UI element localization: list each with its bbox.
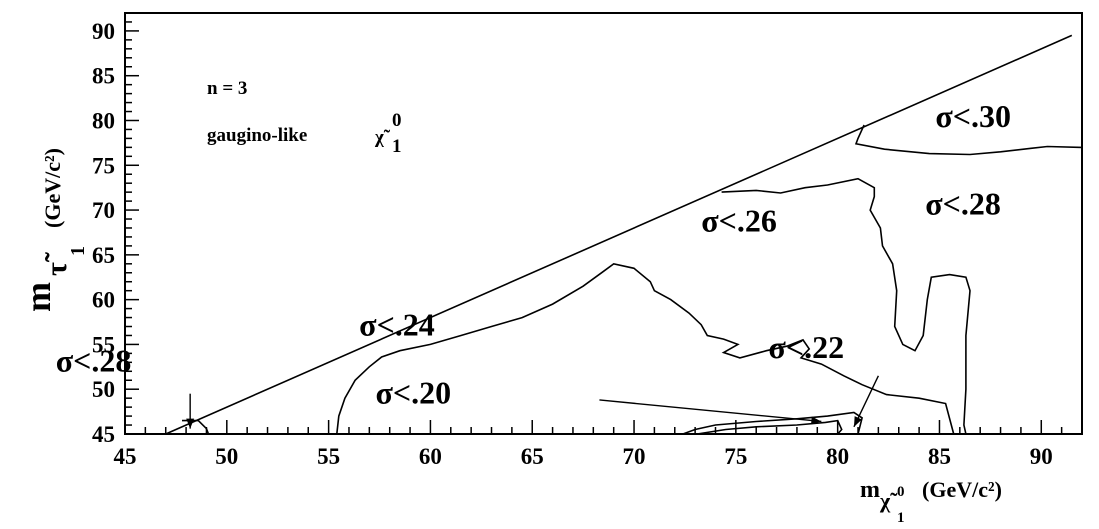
svg-text:0: 0	[897, 484, 905, 500]
x-tick-label: 50	[215, 444, 238, 469]
x-tick-label: 65	[521, 444, 544, 469]
x-tick-label: 45	[114, 444, 137, 469]
annotation-particle-sub: 1	[392, 136, 402, 157]
y-tick-label: 45	[92, 422, 115, 447]
axis-tick-labels: 45 50 55 60 65 70 75 80 85 90 45 50 55 60 65 70 75 80 85 90	[92, 19, 1053, 469]
x-tick-label: 55	[317, 444, 340, 469]
x-tick-label: 80	[826, 444, 849, 469]
region-label-4: σ<.24	[359, 306, 435, 342]
contour-line-3	[854, 124, 1083, 156]
region-label-2: σ<.28	[925, 186, 1001, 222]
svg-text:(GeV/c²): (GeV/c²)	[40, 148, 65, 228]
annotation-arrows	[186, 375, 880, 429]
y-tick-label: 55	[92, 332, 115, 357]
annotation-n: n = 3	[207, 78, 247, 99]
contour-line-1	[336, 262, 955, 435]
axis-ticks	[124, 12, 1083, 435]
arrow-3	[853, 375, 880, 428]
x-tick-label: 90	[1030, 444, 1053, 469]
svg-text:χ̃: χ̃	[879, 488, 898, 513]
contour-line-5	[682, 411, 864, 435]
kinematic-limit-line	[165, 34, 1073, 435]
y-axis-title: m τ̃ 1 (GeV/c²)	[18, 148, 89, 312]
region-label-5: σ<.22	[768, 329, 844, 365]
svg-text:(GeV/c²): (GeV/c²)	[922, 477, 1002, 502]
region-label-7: σ<.28	[56, 342, 132, 378]
region-label-6: σ<.20	[375, 375, 451, 411]
annotation-type: gaugino-like	[207, 125, 307, 146]
svg-text:m: m	[860, 477, 880, 503]
arrow-1	[186, 393, 195, 429]
svg-text:m: m	[18, 282, 58, 312]
contour-line-6	[697, 419, 843, 435]
y-tick-label: 75	[92, 153, 115, 178]
y-tick-label: 70	[92, 198, 115, 223]
y-tick-label: 90	[92, 19, 115, 44]
annotation-particle: χ̃	[374, 127, 391, 148]
y-tick-label: 60	[92, 288, 115, 313]
contour-lines	[165, 34, 1083, 435]
region-label-1: σ<.30	[935, 98, 1011, 134]
region-label-3: σ<.26	[701, 203, 777, 239]
y-tick-label: 85	[92, 64, 115, 89]
region-labels: σ<.30 σ<.28 σ<.26 σ<.24 σ<.22 σ<.20 σ<.28	[56, 98, 1011, 411]
svg-text:1: 1	[67, 246, 89, 256]
x-axis-title: m χ̃ 0 1 (GeV/c²)	[860, 477, 1002, 526]
y-tick-label: 50	[92, 377, 115, 402]
svg-text:1: 1	[897, 510, 905, 526]
y-tick-label: 65	[92, 243, 115, 268]
x-tick-label: 70	[623, 444, 646, 469]
arrow-2	[599, 399, 822, 425]
y-tick-label: 80	[92, 108, 115, 133]
x-tick-label: 85	[928, 444, 951, 469]
x-tick-label: 60	[419, 444, 442, 469]
annotation-particle-sup: 0	[392, 110, 402, 131]
contour-line-2	[721, 177, 971, 435]
x-tick-label: 75	[724, 444, 747, 469]
plot-frame	[124, 12, 1083, 435]
